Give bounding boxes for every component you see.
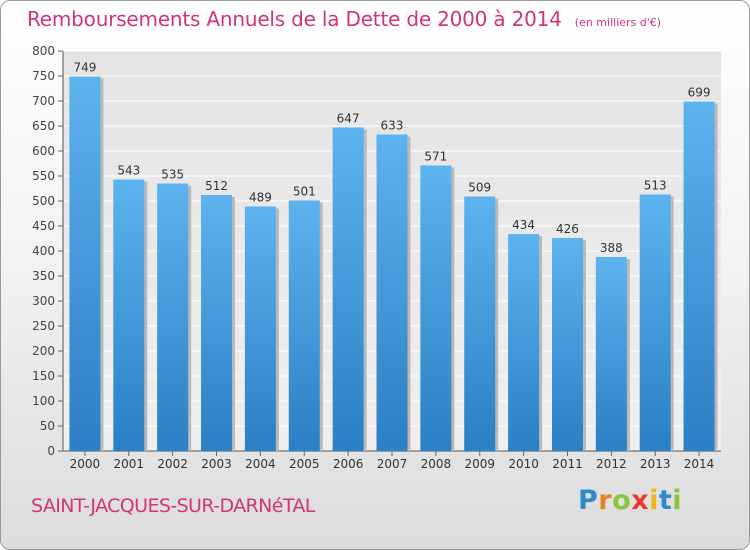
x-tick-label: 2007: [377, 457, 408, 471]
data-label: 509: [468, 181, 491, 195]
bar: [376, 134, 408, 451]
data-label: 749: [73, 61, 96, 75]
y-tick-label: 600: [32, 144, 55, 158]
y-tick-label: 350: [32, 269, 55, 283]
x-tick-label: 2003: [201, 457, 232, 471]
x-tick-label: 2012: [596, 457, 627, 471]
bar: [464, 196, 496, 451]
data-label: 426: [556, 222, 579, 236]
commune-name: SAINT-JACQUES-SUR-DARNéTAL: [31, 495, 315, 517]
y-tick-label: 200: [32, 344, 55, 358]
y-tick-label: 500: [32, 194, 55, 208]
y-tick-label: 700: [32, 94, 55, 108]
x-tick-label: 2002: [157, 457, 188, 471]
x-tick-label: 2011: [552, 457, 583, 471]
x-tick-label: 2008: [421, 457, 452, 471]
bar: [113, 179, 145, 451]
chart-units: (en milliers d'€): [574, 16, 662, 29]
bar: [157, 183, 189, 451]
y-tick-label: 450: [32, 219, 55, 233]
bar: [683, 101, 715, 451]
data-label: 699: [688, 86, 711, 100]
data-label: 434: [512, 218, 535, 232]
logo-letter: r: [598, 485, 613, 516]
bar: [508, 234, 540, 451]
data-label: 647: [337, 112, 360, 126]
data-label: 501: [293, 185, 316, 199]
x-tick-label: 2010: [508, 457, 539, 471]
logo-letter: P: [578, 485, 599, 516]
x-tick-label: 2004: [245, 457, 276, 471]
y-tick-label: 800: [32, 44, 55, 58]
data-label: 633: [381, 119, 404, 133]
bar: [201, 195, 233, 451]
bar: [69, 76, 101, 451]
data-label: 512: [205, 179, 228, 193]
logo-letter: i: [649, 485, 659, 516]
logo-letter: t: [658, 485, 673, 516]
x-tick-label: 2001: [114, 457, 145, 471]
y-tick-label: 750: [32, 69, 55, 83]
logo-letter: o: [612, 485, 632, 516]
y-tick-label: 150: [32, 369, 55, 383]
x-tick-label: 2006: [333, 457, 364, 471]
x-tick-label: 2005: [289, 457, 320, 471]
bar: [639, 194, 671, 451]
x-tick-label: 2000: [70, 457, 101, 471]
data-label: 388: [600, 241, 623, 255]
title-row: Remboursements Annuels de la Dette de 20…: [27, 7, 661, 31]
bar: [595, 257, 627, 451]
x-tick-label: 2014: [684, 457, 715, 471]
bar: [420, 165, 452, 451]
data-label: 535: [161, 168, 184, 182]
y-tick-label: 400: [32, 244, 55, 258]
data-label: 513: [644, 179, 667, 193]
x-tick-label: 2009: [464, 457, 495, 471]
chart-title: Remboursements Annuels de la Dette de 20…: [27, 7, 562, 31]
y-tick-label: 50: [40, 419, 55, 433]
logo-letter: x: [631, 485, 650, 516]
data-label: 489: [249, 191, 272, 205]
y-tick-label: 0: [47, 444, 55, 458]
data-label: 571: [424, 150, 447, 164]
bar: [244, 206, 276, 451]
y-tick-label: 550: [32, 169, 55, 183]
y-tick-label: 300: [32, 294, 55, 308]
logo-letter: i: [672, 485, 683, 516]
x-tick-label: 2013: [640, 457, 671, 471]
bar: [551, 238, 583, 451]
bar: [332, 127, 364, 451]
y-tick-label: 650: [32, 119, 55, 133]
proxiti-logo: Proxiti: [578, 485, 682, 516]
bar: [288, 200, 320, 451]
bars: [69, 76, 718, 451]
y-tick-label: 250: [32, 319, 55, 333]
value-labels: 749 543 535 512 489 501 647 633 571 509 434 426 388 5…: [73, 61, 710, 256]
data-label: 543: [117, 164, 140, 178]
y-tick-label: 100: [32, 394, 55, 408]
